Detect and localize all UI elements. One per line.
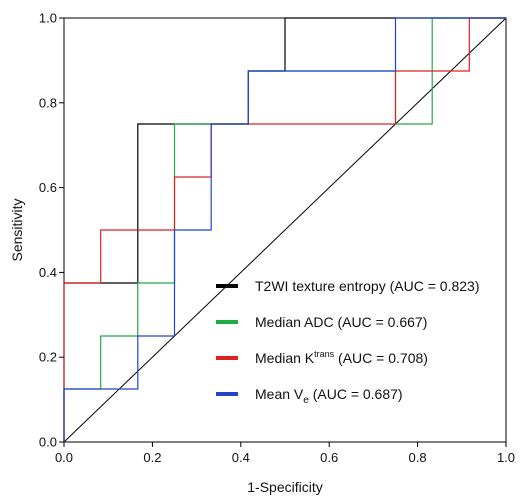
y-tick-label: 0.2 <box>39 350 57 365</box>
y-axis-ticks: 0.0 0.2 0.4 0.6 0.8 1.0 <box>39 11 64 450</box>
legend-label-1: T2WI texture entropy (AUC = 0.823) <box>255 278 479 294</box>
x-tick-label: 0.2 <box>143 450 161 465</box>
x-axis-title: 1-Specificity <box>247 479 322 495</box>
legend-label-2: Median ADC (AUC = 0.667) <box>255 314 427 330</box>
y-tick-label: 0.8 <box>39 95 57 110</box>
x-tick-label: 1.0 <box>497 450 515 465</box>
x-tick-label: 0.6 <box>320 450 338 465</box>
y-tick-label: 0.4 <box>39 265 57 280</box>
y-tick-label: 0.0 <box>39 435 57 450</box>
y-axis-title: Sensitivity <box>9 198 25 261</box>
y-tick-label: 1.0 <box>39 11 57 26</box>
x-axis-ticks: 0.0 0.2 0.4 0.6 0.8 1.0 <box>55 442 515 465</box>
y-tick-label: 0.6 <box>39 180 57 195</box>
legend-label-4: Mean Ve (AUC = 0.687) <box>255 386 403 406</box>
legend: T2WI texture entropy (AUC = 0.823) Median… <box>216 278 479 406</box>
series-line-2 <box>63 17 506 442</box>
x-tick-label: 0.0 <box>55 450 73 465</box>
x-tick-label: 0.4 <box>232 450 250 465</box>
legend-label-3: Median Ktrans (AUC = 0.708) <box>255 349 428 366</box>
x-tick-label: 0.8 <box>409 450 427 465</box>
series-line-4 <box>63 17 506 442</box>
series-layer <box>63 17 506 442</box>
